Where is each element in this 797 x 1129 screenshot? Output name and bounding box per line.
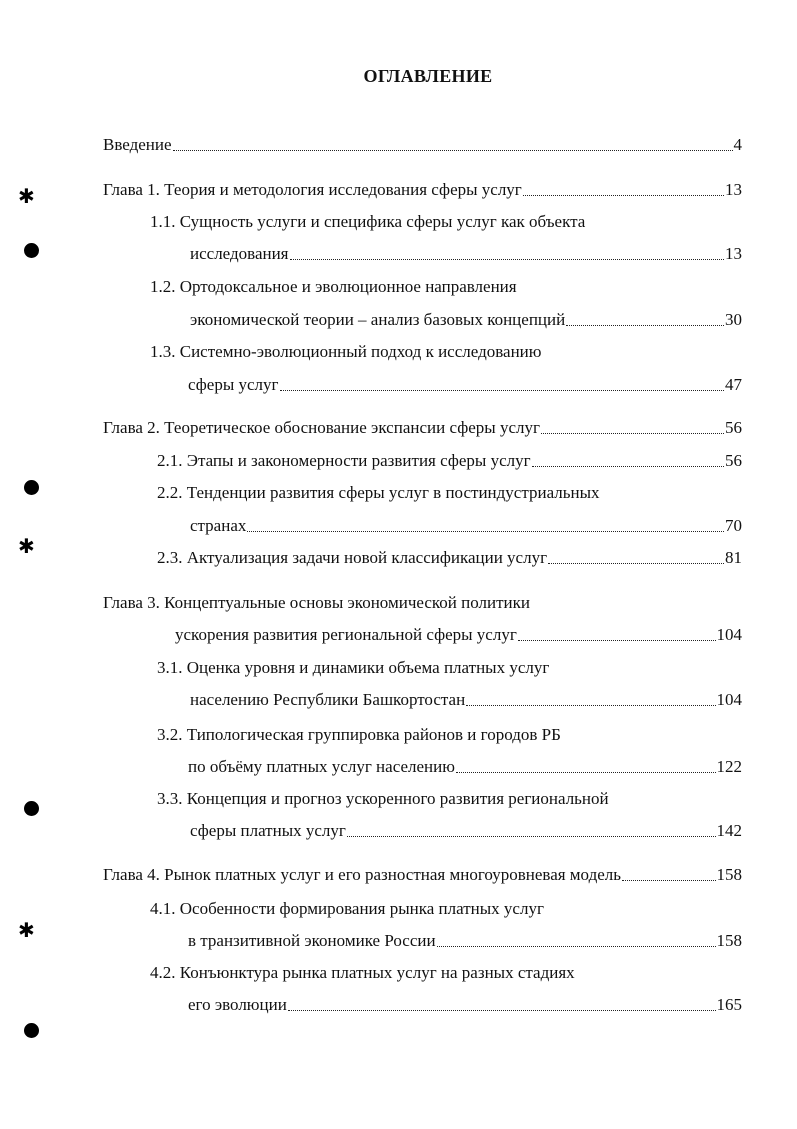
toc-entry-text: по объёму платных услуг населению [188,757,455,776]
toc-entry: Глава 4. Рынок платных услуг и его разно… [103,864,742,886]
page-number: 104 [716,690,743,709]
toc-entry-text: 1.2. Ортодоксальное и эволюционное напра… [150,277,517,296]
dot-leader [548,562,724,564]
dot-leader [531,465,724,467]
toc-entry-line: Глава 3. Концептуальные основы экономиче… [103,592,530,614]
toc-entry: 2.1. Этапы и закономерности развития сфе… [157,450,742,472]
toc-entry-text: 2.3. Актуализация задачи новой классифик… [157,548,548,567]
toc-entry-text: сферы платных услуг [190,821,346,840]
punch-hole [24,243,39,258]
toc-entry-text: сферы услуг [188,375,279,394]
toc-entry-text: его эволюции [188,995,287,1014]
dot-leader [622,879,716,881]
punch-hole [24,1023,39,1038]
toc-entry-text: исследования [190,244,289,263]
toc-entry-text: 4.1. Особенности формирования рынка плат… [150,899,544,918]
toc-entry-line: 1.3. Системно-эволюционный подход к иссл… [150,341,541,363]
toc-entry: в транзитивной экономике России 158 [188,930,742,952]
dot-leader [247,530,724,532]
dot-leader [517,639,716,641]
toc-entry: по объёму платных услуг населению 122 [188,756,742,778]
page-number: 81 [725,548,742,567]
dot-leader [566,324,724,326]
page-number: 4 [733,135,743,154]
page-number: 165 [716,995,743,1014]
toc-entry: населению Республики Башкортостан 104 [190,689,742,711]
page-number: 13 [725,244,742,263]
toc-entry: Введение 4 [103,134,742,156]
toc-entry: Глава 1. Теория и методология исследован… [103,179,742,201]
toc-entry-text: Глава 4. Рынок платных услуг и его разно… [103,865,622,884]
toc-entry-text: 2.2. Тенденции развития сферы услуг в по… [157,483,600,502]
toc-entry-text: 2.1. Этапы и закономерности развития сфе… [157,451,531,470]
dot-leader [540,432,724,434]
page-number: 142 [716,821,743,840]
toc-entry-line: 4.2. Конъюнктура рынка платных услуг на … [150,962,575,984]
toc-entry-text: населению Республики Башкортостан [190,690,466,709]
page-title: ОГЛАВЛЕНИЕ [363,66,493,86]
dot-leader [346,835,716,837]
dot-leader [289,258,724,260]
page-number: 70 [725,516,742,535]
dot-leader [287,1009,716,1011]
dot-leader [466,704,716,706]
toc-entry: экономической теории – анализ базовых ко… [190,309,742,331]
dot-leader [455,771,716,773]
page-number: 47 [725,375,742,394]
toc-entry: странах 70 [190,515,742,537]
toc-entry-text: экономической теории – анализ базовых ко… [190,310,566,329]
page-number: 104 [716,625,743,644]
dot-leader [522,194,724,196]
toc-entry: сферы платных услуг 142 [190,820,742,842]
toc-entry-text: 1.3. Системно-эволюционный подход к иссл… [150,342,542,361]
toc-entry-text: Глава 1. Теория и методология исследован… [103,180,522,199]
page-number: 122 [716,757,743,776]
toc-entry-line: 2.2. Тенденции развития сферы услуг в по… [157,482,600,504]
dot-leader [279,389,724,391]
page-number: 30 [725,310,742,329]
ink-blot: ✱ [18,536,35,558]
dot-leader [172,149,733,151]
toc-entry: 2.3. Актуализация задачи новой классифик… [157,547,742,569]
page-number: 56 [725,451,742,470]
dot-leader [436,945,716,947]
ink-blot: ✱ [18,186,35,208]
punch-hole [24,801,39,816]
toc-entry-text: Глава 3. Концептуальные основы экономиче… [103,593,530,612]
toc-entry-text: Глава 2. Теоретическое обоснование экспа… [103,418,540,437]
toc-entry-line: 1.2. Ортодоксальное и эволюционное напра… [150,276,517,298]
punch-hole [24,480,39,495]
toc-entry-line: 1.1. Сущность услуги и специфика сферы у… [150,211,585,233]
toc-entry: исследования 13 [190,243,742,265]
toc-entry-line: 3.1. Оценка уровня и динамики объема пла… [157,657,549,679]
toc-entry: Глава 2. Теоретическое обоснование экспа… [103,417,742,439]
toc-entry-line: 3.3. Концепция и прогноз ускоренного раз… [157,788,609,810]
page-number: 13 [725,180,742,199]
toc-entry-line: 3.2. Типологическая группировка районов … [157,724,561,746]
toc-entry-text: в транзитивной экономике России [188,931,436,950]
toc-entry: ускорения развития региональной сферы ус… [175,624,742,646]
toc-entry-text: странах [190,516,247,535]
page-number: 158 [716,931,743,950]
toc-entry-text: 4.2. Конъюнктура рынка платных услуг на … [150,963,575,982]
toc-entry-text: ускорения развития региональной сферы ус… [175,625,517,644]
toc-entry-text: Введение [103,135,172,154]
ink-blot: ✱ [18,920,35,942]
toc-entry-text: 3.3. Концепция и прогноз ускоренного раз… [157,789,609,808]
page-number: 56 [725,418,742,437]
toc-entry-text: 3.2. Типологическая группировка районов … [157,725,561,744]
toc-entry-line: 4.1. Особенности формирования рынка плат… [150,898,544,920]
toc-entry: сферы услуг 47 [188,374,742,396]
toc-entry-text: 1.1. Сущность услуги и специфика сферы у… [150,212,586,231]
toc-entry-text: 3.1. Оценка уровня и динамики объема пла… [157,658,550,677]
page-number: 158 [716,865,743,884]
toc-entry: его эволюции 165 [188,994,742,1016]
